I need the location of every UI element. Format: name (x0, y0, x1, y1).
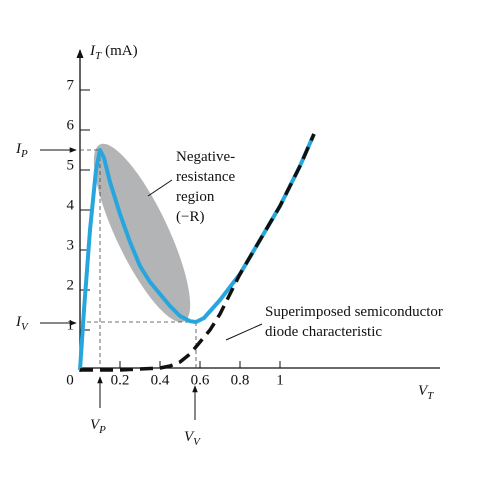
region-shading (93, 143, 191, 323)
y-tick-label: 4 (67, 197, 75, 213)
x-tick-label: 0.2 (111, 372, 130, 388)
region-annotation: Negative- resistance region (−R) (176, 149, 239, 225)
valley-voltage-label: VV (184, 429, 201, 447)
y-tick-label: 6 (67, 117, 75, 133)
x-tick-label: 0.6 (191, 372, 210, 388)
dashed-curve (80, 133, 316, 372)
x-tick-label: 0.8 (231, 372, 250, 388)
diode-annotation: Superimposed semiconductor diode charact… (265, 304, 447, 340)
x-tick-label: 0 (66, 372, 74, 388)
y-tick-label: 3 (67, 237, 75, 253)
peak-current-label: IP (15, 141, 28, 159)
y-tick-label: 2 (67, 277, 75, 293)
peak-voltage-label: VP (90, 417, 106, 435)
x-axis-label: VT (418, 383, 434, 401)
y-tick-label: 1 (67, 317, 75, 333)
valley-current-label: IV (15, 314, 29, 332)
y-tick-label: 7 (67, 77, 75, 93)
x-tick-label: 1 (276, 372, 284, 388)
y-axis-label: IT (mA) (89, 43, 138, 61)
y-tick-label: 5 (67, 157, 75, 173)
x-tick-label: 0.4 (151, 372, 170, 388)
arrows (40, 147, 263, 420)
